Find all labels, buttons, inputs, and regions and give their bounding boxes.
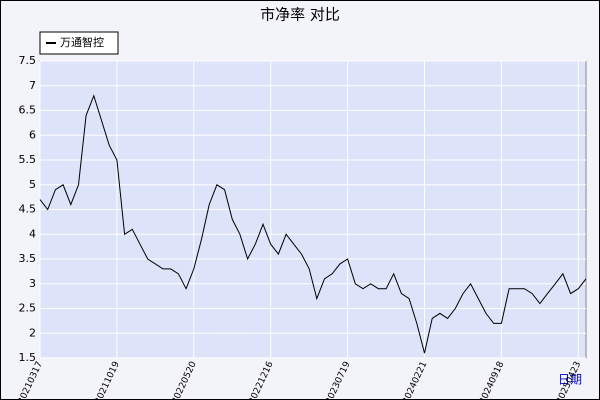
y-tick-label: 2.5 [19,302,37,315]
y-tick-label: 4.5 [19,203,37,216]
y-tick-label: 6.5 [19,104,37,117]
y-tick-label: 5 [29,178,36,191]
y-tick-label: 7.5 [19,54,37,67]
legend-label: 万通智控 [60,35,104,49]
y-tick-label: 2 [29,326,36,339]
y-tick-label: 5.5 [19,153,37,166]
y-tick-label: 3 [29,277,36,290]
y-tick-label: 4 [29,227,36,240]
x-axis-label: 日期 [558,373,582,387]
chart-title: 市净率 对比 [260,6,340,24]
data-line [39,94,587,354]
y-tick-label: 1.5 [19,351,37,364]
y-tick-label: 7 [29,79,36,92]
y-tick-label: 6 [29,128,36,141]
legend [39,31,119,55]
y-tick-label: 3.5 [19,252,37,265]
